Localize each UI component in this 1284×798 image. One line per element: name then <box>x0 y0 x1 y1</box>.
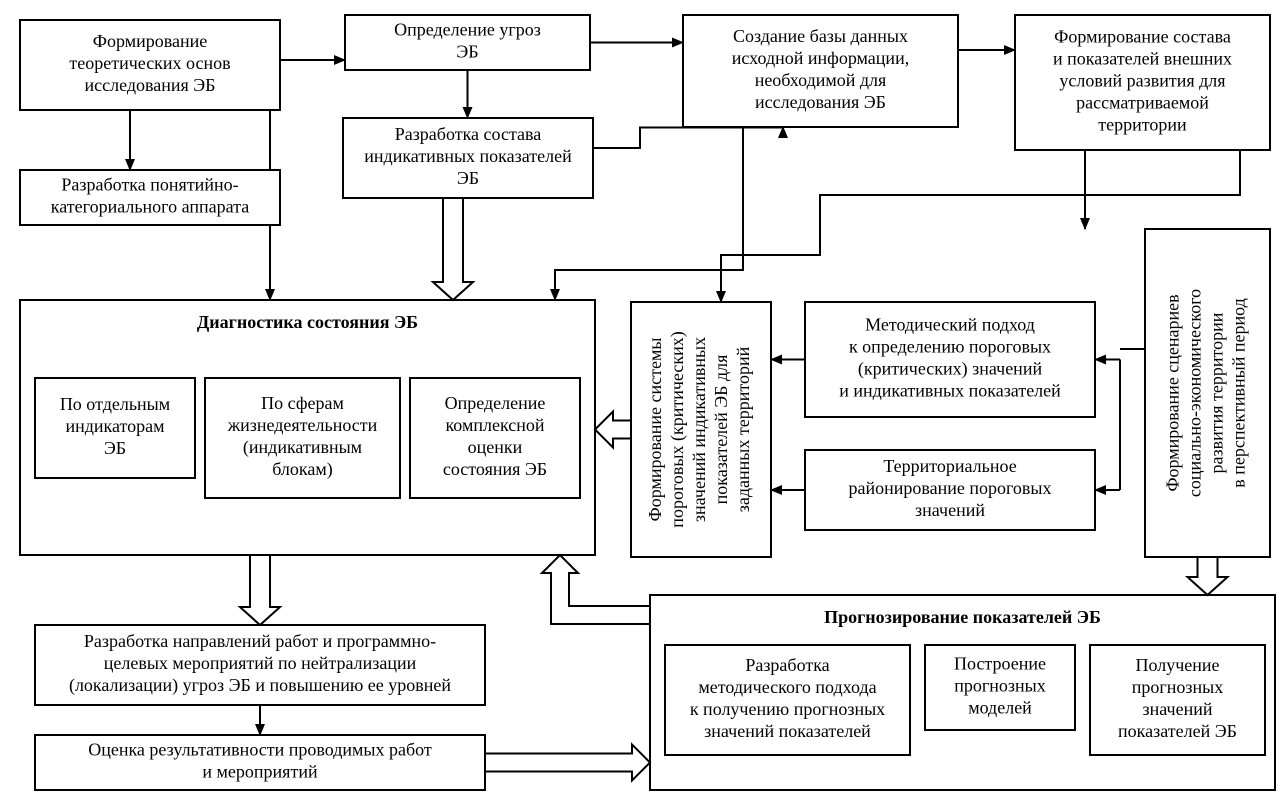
node-text-n5-4: территории <box>1098 115 1187 135</box>
node-text-n5-0: Формирование состава <box>1054 27 1231 47</box>
node-text-n10-0: Территориальное <box>883 456 1016 476</box>
node-title-n7: Диагностика состояния ЭБ <box>197 312 418 332</box>
node-text-n5-3: рассматриваемой <box>1076 93 1209 113</box>
node-text-n5-1: и показателей внешних <box>1053 49 1232 69</box>
node-text-n2-1: ЭБ <box>456 42 478 62</box>
node-text-n7c-0: Определение <box>445 393 546 413</box>
block-arrow <box>542 555 650 624</box>
node-text-n3-2: ЭБ <box>457 168 479 188</box>
node-text-n13-1: и мероприятий <box>202 762 318 782</box>
node-title-n14: Прогнозирование показателей ЭБ <box>824 607 1101 627</box>
node-text-n14c-1: прогнозных <box>1132 677 1224 697</box>
node-text-n14b-0: Построение <box>954 654 1046 674</box>
node-text-n7c-2: оценки <box>468 437 523 457</box>
node-vtext-n8: Формирование системыпороговых (критическ… <box>645 331 753 527</box>
block-arrow <box>485 745 650 781</box>
node-text-n1-0: Формирование <box>93 31 207 51</box>
svg-text:пороговых (критических): пороговых (критических) <box>667 331 688 527</box>
node-text-n9-1: к определению пороговых <box>849 337 1051 357</box>
node-text-n14a-1: методического подхода <box>698 677 876 697</box>
node-text-n14a-3: значений показателей <box>704 721 871 741</box>
node-text-n5-2: условий развития для <box>1059 71 1225 91</box>
node-text-n14c-3: показателей ЭБ <box>1118 721 1237 741</box>
node-text-n7a-2: ЭБ <box>104 438 126 458</box>
node-text-n14c-2: значений <box>1143 699 1213 719</box>
node-text-n7b-0: По сферам <box>261 393 344 413</box>
node-text-n14c-0: Получение <box>1135 655 1219 675</box>
node-text-n14b-1: прогнозных <box>954 676 1046 696</box>
node-text-n7b-3: блокам) <box>272 459 333 480</box>
node-text-n14b-2: моделей <box>968 698 1032 718</box>
node-text-n6-1: категориального аппарата <box>51 197 249 217</box>
node-text-n4-3: исследования ЭБ <box>755 92 886 112</box>
node-text-n14a-0: Разработка <box>745 655 829 675</box>
node-text-n3-0: Разработка состава <box>395 124 542 144</box>
block-arrow <box>595 412 631 448</box>
node-text-n12-1: целевых мероприятий по нейтрализации <box>104 653 417 673</box>
svg-text:показателей ЭБ для: показателей ЭБ для <box>711 355 731 505</box>
node-text-n14a-2: к получению прогнозных <box>690 699 885 719</box>
svg-text:значений индикативных: значений индикативных <box>689 337 709 522</box>
block-arrow <box>433 198 473 300</box>
node-text-n7b-1: жизнедеятельности <box>227 415 378 435</box>
node-text-n10-2: значений <box>915 500 985 520</box>
node-text-n4-0: Создание базы данных <box>733 26 908 46</box>
node-text-n12-2: (локализации) угроз ЭБ и повышению ее ур… <box>69 675 451 696</box>
node-text-n6-0: Разработка понятийно- <box>61 175 238 195</box>
node-text-n7c-1: комплексной <box>445 415 544 435</box>
node-text-n12-0: Разработка направлений работ и программн… <box>84 631 436 651</box>
block-arrow <box>1188 557 1228 595</box>
node-text-n3-1: индикативных показателей <box>364 146 572 166</box>
svg-text:развития территории: развития территории <box>1207 312 1227 473</box>
svg-text:Формирование сценариев: Формирование сценариев <box>1163 294 1183 491</box>
node-text-n4-1: исходной информации, <box>732 48 909 68</box>
node-text-n7a-1: индикаторам <box>65 416 164 436</box>
svg-text:в перспективный период: в перспективный период <box>1229 298 1249 488</box>
svg-text:Формирование системы: Формирование системы <box>645 338 665 522</box>
node-text-n7b-2: (индикативным <box>243 437 362 458</box>
node-text-n13-0: Оценка результативности проводимых работ <box>88 740 432 760</box>
node-text-n1-2: исследования ЭБ <box>84 75 215 95</box>
node-text-n9-2: (критических) значений <box>858 359 1043 380</box>
node-text-n9-0: Методический подход <box>865 315 1035 335</box>
node-text-n1-1: теоретических основ <box>69 53 230 73</box>
arrow <box>593 127 783 148</box>
svg-text:заданных территорий: заданных территорий <box>733 346 753 512</box>
block-arrow <box>240 555 280 625</box>
node-text-n10-1: районирование пороговых <box>848 478 1051 498</box>
node-text-n2-0: Определение угроз <box>394 20 541 40</box>
flowchart-diagram: Формированиетеоретических основисследова… <box>0 0 1284 798</box>
node-text-n7c-3: состояния ЭБ <box>443 459 547 479</box>
svg-text:социально-экономического: социально-экономического <box>1185 289 1205 497</box>
node-text-n4-2: необходимой для <box>755 70 887 90</box>
node-text-n9-3: и индикативных показателей <box>839 381 1061 401</box>
node-text-n7a-0: По отдельным <box>60 394 170 414</box>
